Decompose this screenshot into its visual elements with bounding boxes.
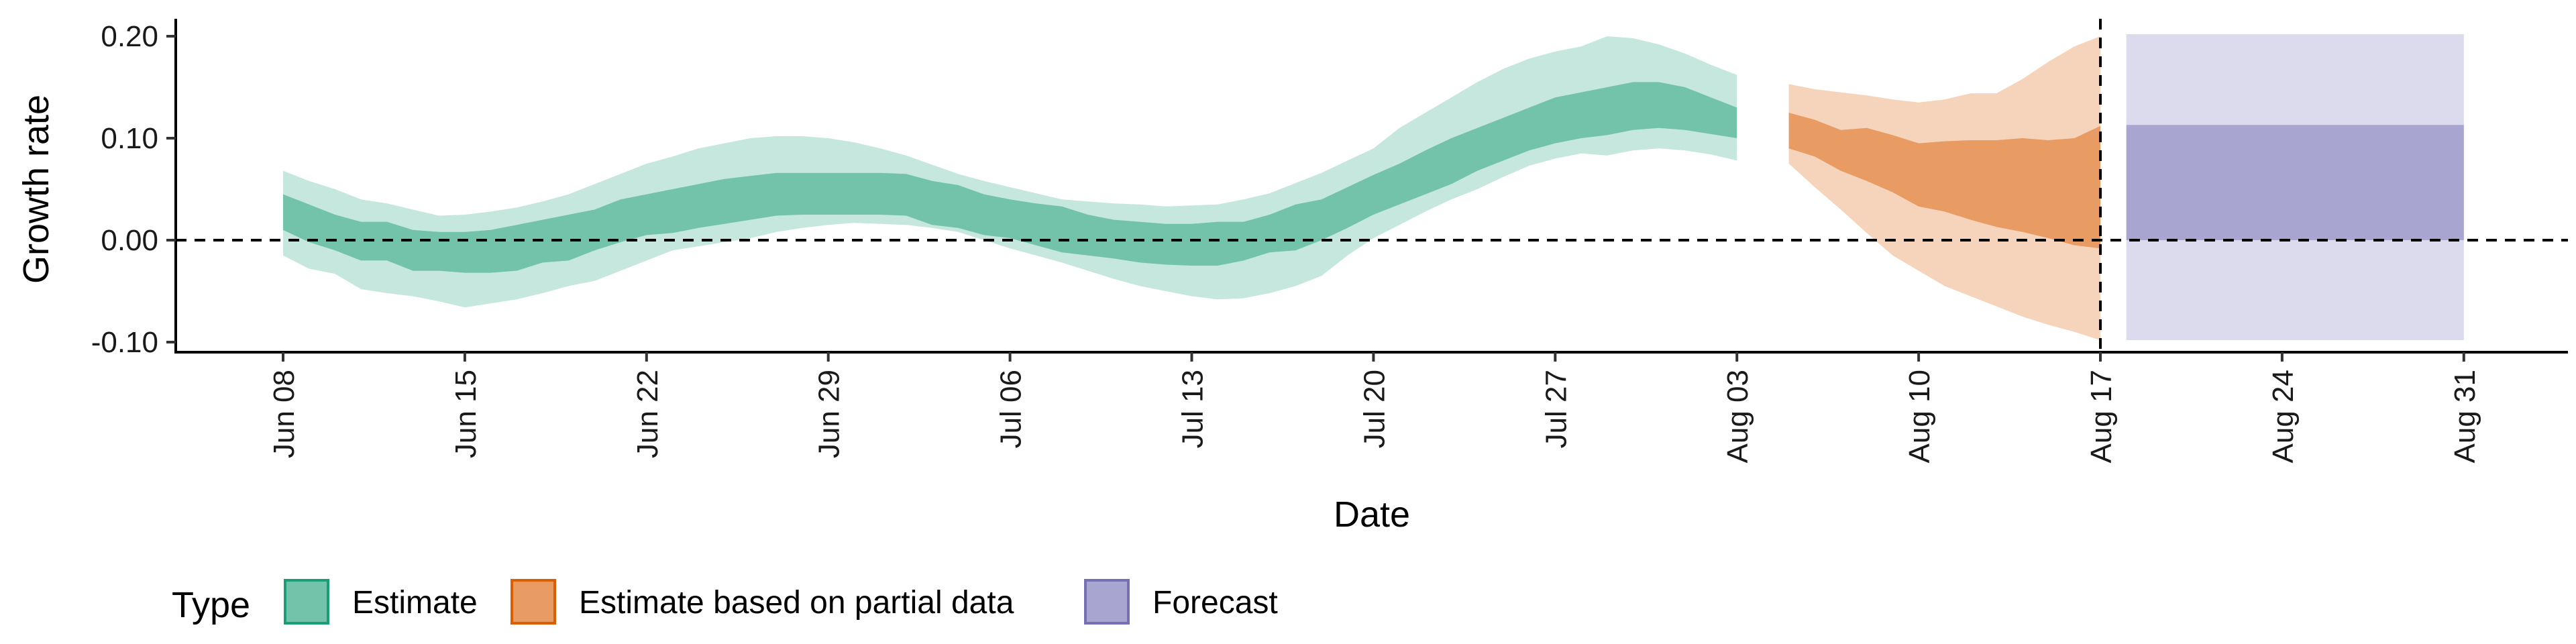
series-forecast: [2126, 34, 2464, 340]
estimate-inner-band: [283, 82, 1737, 273]
legend-swatch: [511, 579, 556, 625]
x-tick-label: Jun 22: [631, 370, 664, 458]
legend: Type Estimate Estimate based on partial da…: [172, 579, 1278, 625]
legend-label: Forecast: [1152, 585, 1278, 621]
legend-title: Type: [172, 585, 250, 625]
x-tick-label: Aug 10: [1903, 370, 1936, 463]
reference-lines: [176, 19, 2568, 352]
series-estimate-based-on-partial-data: [1788, 36, 2100, 340]
x-tick-label: Aug 17: [2085, 370, 2118, 463]
axes-layer: -0.10 0.00 0.10 0.20 Jun 08 Jun 15 Jun 22 Jun 2…: [91, 19, 2568, 463]
estimate-based-on-partial-data-inner-band: [1788, 113, 2100, 249]
legend-label: Estimate based on partial data: [579, 585, 1014, 621]
forecast-inner-band: [2126, 125, 2464, 240]
y-tick-label: -0.10: [91, 326, 158, 359]
legend-item-forecast: Forecast: [1084, 579, 1278, 625]
x-tick-label: Jun 29: [813, 370, 846, 458]
legend-item-estimate-based-on-partial-data: Estimate based on partial data: [511, 579, 1014, 625]
x-tick-label: Jun 15: [449, 370, 482, 458]
bands-layer: [283, 34, 2464, 340]
x-tick-label: Aug 24: [2267, 370, 2300, 463]
x-tick-label: Jul 13: [1177, 370, 1210, 448]
y-tick-label: 0.20: [101, 20, 158, 53]
legend-label: Estimate: [352, 585, 478, 621]
x-tick-label: Aug 31: [2449, 370, 2481, 463]
x-tick-label: Jul 06: [995, 370, 1028, 448]
x-axis-title: Date: [1334, 494, 1410, 535]
x-tick-label: Aug 03: [1721, 370, 1754, 463]
x-tick-label: Jul 27: [1540, 370, 1572, 448]
x-tick-label: Jul 20: [1358, 370, 1391, 448]
x-tick-label: Jun 08: [268, 370, 301, 458]
y-axis-title: Growth rate: [16, 95, 56, 284]
y-tick-label: 0.00: [101, 224, 158, 257]
legend-swatch: [284, 579, 329, 625]
series-estimate: [283, 36, 1737, 308]
legend-swatch: [1084, 579, 1130, 625]
y-tick-label: 0.10: [101, 122, 158, 155]
legend-item-estimate: Estimate: [284, 579, 478, 625]
